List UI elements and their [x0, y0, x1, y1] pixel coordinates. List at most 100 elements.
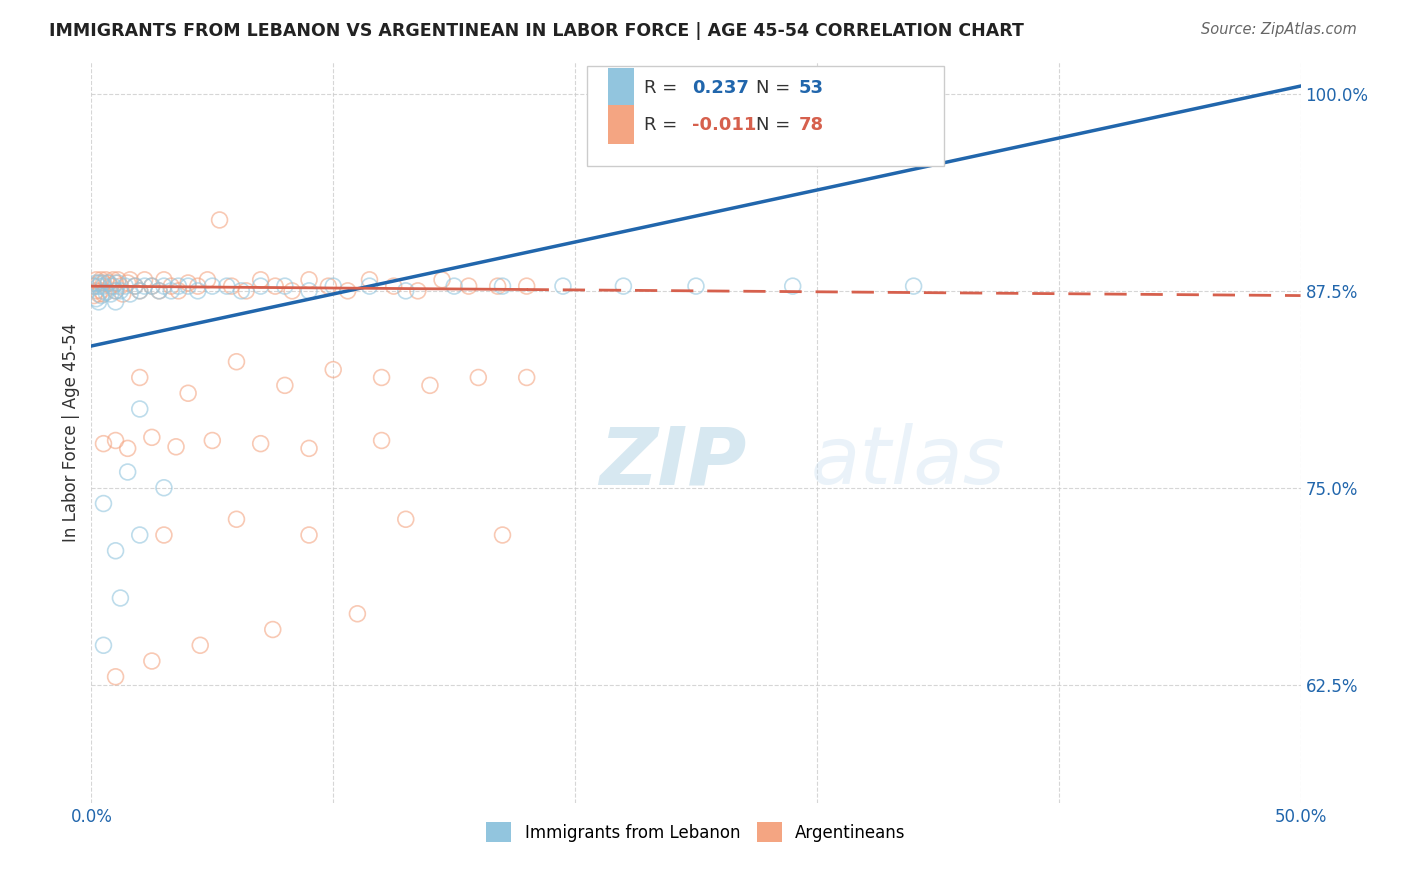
- Point: [336, 284, 359, 298]
- Point: [90, 288, 112, 302]
- Point: [117, 465, 139, 479]
- Point: [160, 284, 183, 298]
- Point: [148, 284, 170, 298]
- Point: [208, 213, 231, 227]
- Point: [685, 279, 707, 293]
- Point: [903, 279, 925, 293]
- Point: [104, 284, 127, 298]
- Point: [93, 276, 115, 290]
- Text: 78: 78: [799, 116, 824, 134]
- Point: [87, 287, 110, 301]
- Point: [107, 276, 129, 290]
- Point: [128, 284, 150, 298]
- Point: [370, 370, 392, 384]
- Point: [395, 512, 418, 526]
- Point: [298, 273, 321, 287]
- Point: [90, 273, 112, 287]
- Text: R =: R =: [644, 116, 683, 134]
- Point: [491, 279, 513, 293]
- Point: [782, 279, 804, 293]
- Point: [486, 279, 509, 293]
- Point: [197, 273, 219, 287]
- Point: [120, 273, 142, 287]
- Point: [235, 284, 257, 298]
- Point: [104, 284, 127, 298]
- FancyBboxPatch shape: [588, 66, 943, 166]
- Point: [104, 670, 127, 684]
- Point: [903, 87, 925, 101]
- Point: [83, 288, 105, 302]
- Text: atlas: atlas: [811, 423, 1005, 501]
- Point: [457, 279, 479, 293]
- Point: [87, 294, 110, 309]
- Point: [128, 528, 150, 542]
- Point: [100, 279, 122, 293]
- Point: [83, 279, 105, 293]
- Point: [110, 284, 132, 298]
- Point: [322, 279, 344, 293]
- Text: 53: 53: [799, 78, 824, 96]
- Point: [177, 276, 200, 290]
- Point: [249, 436, 271, 450]
- Point: [249, 273, 271, 287]
- Point: [128, 284, 150, 298]
- Point: [370, 434, 392, 448]
- Point: [90, 276, 112, 290]
- Point: [298, 528, 321, 542]
- Point: [516, 279, 538, 293]
- Point: [101, 273, 124, 287]
- Point: [104, 543, 127, 558]
- Point: [281, 284, 304, 298]
- Text: R =: R =: [644, 78, 683, 96]
- Text: ZIP: ZIP: [599, 423, 747, 501]
- Point: [406, 284, 429, 298]
- Point: [188, 638, 211, 652]
- Point: [612, 279, 634, 293]
- Point: [153, 481, 176, 495]
- Point: [153, 279, 176, 293]
- Point: [134, 279, 156, 293]
- Point: [104, 434, 127, 448]
- Y-axis label: In Labor Force | Age 45-54: In Labor Force | Age 45-54: [62, 323, 80, 542]
- Point: [346, 607, 368, 621]
- Point: [491, 528, 513, 542]
- Point: [148, 284, 170, 298]
- Point: [114, 279, 136, 293]
- Point: [187, 284, 209, 298]
- Bar: [607, 69, 634, 107]
- Point: [87, 279, 110, 293]
- Point: [359, 279, 381, 293]
- Point: [111, 287, 134, 301]
- Point: [274, 378, 297, 392]
- Point: [93, 436, 115, 450]
- Point: [141, 279, 163, 293]
- Point: [90, 284, 112, 298]
- Point: [84, 273, 107, 287]
- Point: [141, 654, 163, 668]
- Point: [274, 279, 297, 293]
- Point: [124, 279, 146, 293]
- Point: [93, 638, 115, 652]
- Point: [262, 623, 284, 637]
- Point: [395, 284, 418, 298]
- Point: [97, 276, 120, 290]
- Point: [117, 276, 139, 290]
- Text: N =: N =: [756, 78, 796, 96]
- Text: IMMIGRANTS FROM LEBANON VS ARGENTINEAN IN LABOR FORCE | AGE 45-54 CORRELATION CH: IMMIGRANTS FROM LEBANON VS ARGENTINEAN I…: [49, 22, 1024, 40]
- Point: [419, 378, 441, 392]
- Point: [94, 273, 117, 287]
- Point: [298, 442, 321, 456]
- Point: [83, 279, 105, 293]
- Point: [382, 279, 405, 293]
- Text: N =: N =: [756, 116, 796, 134]
- Point: [110, 279, 132, 293]
- Point: [201, 434, 224, 448]
- Point: [141, 430, 163, 444]
- Point: [221, 279, 243, 293]
- Point: [167, 284, 190, 298]
- Point: [101, 279, 124, 293]
- Point: [359, 273, 381, 287]
- Point: [87, 276, 110, 290]
- Point: [104, 276, 127, 290]
- Text: 0.237: 0.237: [692, 78, 749, 96]
